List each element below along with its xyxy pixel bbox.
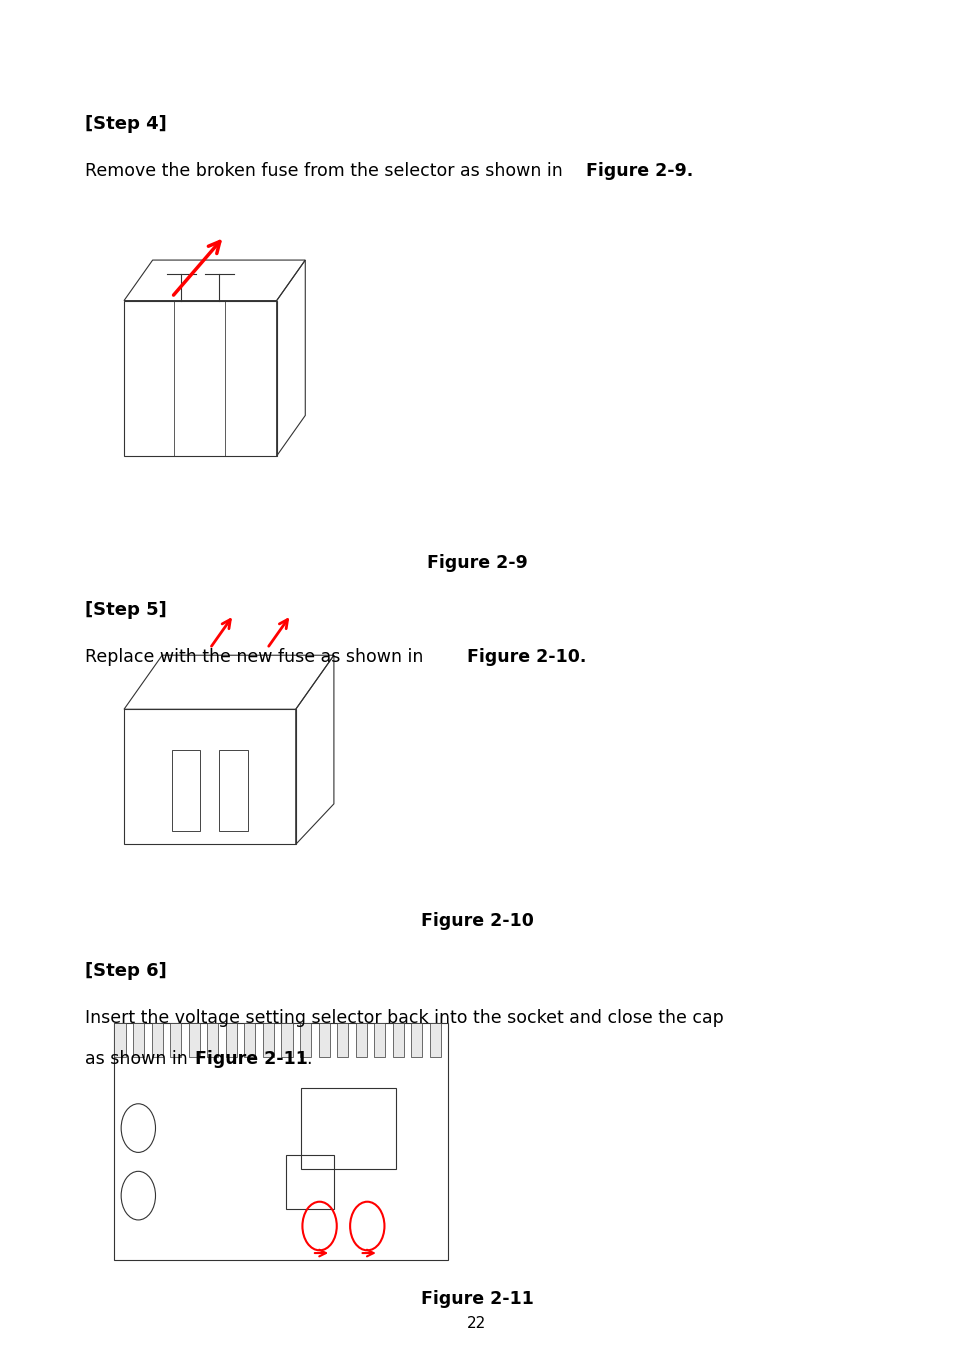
Polygon shape — [374, 1024, 385, 1056]
Polygon shape — [132, 1024, 144, 1056]
Polygon shape — [207, 1024, 218, 1056]
Polygon shape — [355, 1024, 366, 1056]
Polygon shape — [226, 1024, 236, 1056]
Text: Figure 2-11: Figure 2-11 — [194, 1050, 307, 1067]
Text: [Step 6]: [Step 6] — [85, 962, 167, 979]
Text: Figure 2-10: Figure 2-10 — [420, 912, 533, 929]
Polygon shape — [299, 1024, 311, 1056]
Text: Remove the broken fuse from the selector as shown in: Remove the broken fuse from the selector… — [85, 162, 568, 180]
Text: Figure 2-9.: Figure 2-9. — [585, 162, 693, 180]
Polygon shape — [152, 1024, 163, 1056]
Text: 22: 22 — [467, 1316, 486, 1331]
Polygon shape — [189, 1024, 199, 1056]
Text: Figure 2-9: Figure 2-9 — [426, 554, 527, 571]
Polygon shape — [114, 1024, 126, 1056]
Text: Replace with the new fuse as shown in: Replace with the new fuse as shown in — [85, 648, 429, 666]
Polygon shape — [281, 1024, 293, 1056]
Polygon shape — [170, 1024, 181, 1056]
Text: as shown in: as shown in — [85, 1050, 193, 1067]
Polygon shape — [411, 1024, 422, 1056]
Text: [Step 4]: [Step 4] — [85, 115, 167, 132]
Text: Insert the voltage setting selector back into the socket and close the cap: Insert the voltage setting selector back… — [85, 1009, 723, 1027]
Text: .: . — [306, 1050, 312, 1067]
Polygon shape — [244, 1024, 255, 1056]
Polygon shape — [336, 1024, 348, 1056]
Text: Figure 2-11: Figure 2-11 — [420, 1290, 533, 1308]
Text: Figure 2-10.: Figure 2-10. — [466, 648, 585, 666]
Polygon shape — [430, 1024, 440, 1056]
Polygon shape — [263, 1024, 274, 1056]
Polygon shape — [393, 1024, 403, 1056]
Polygon shape — [318, 1024, 330, 1056]
Text: [Step 5]: [Step 5] — [85, 601, 167, 619]
